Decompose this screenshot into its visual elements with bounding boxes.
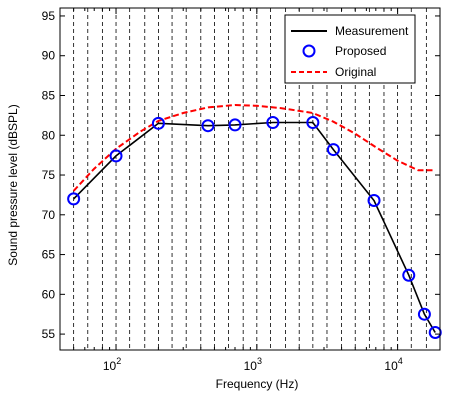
proposed-point	[201, 119, 215, 133]
y-tick-label: 55	[42, 327, 56, 341]
y-tick-label: 65	[42, 248, 56, 262]
proposed-point	[402, 268, 416, 282]
proposed-point	[367, 193, 381, 207]
proposed-point	[306, 116, 320, 130]
legend: Measurement Proposed Original	[284, 14, 416, 84]
proposed-point	[228, 118, 242, 132]
series-layer	[67, 103, 442, 340]
y-tick-label: 85	[42, 88, 56, 102]
proposed-point	[428, 326, 442, 340]
x-tick-label: 103	[244, 356, 262, 373]
series-measurement-line	[73, 121, 436, 333]
legend-original-label: Original	[335, 65, 376, 79]
x-tick-base: 10	[244, 359, 258, 373]
y-tick-label: 70	[42, 208, 56, 222]
y-tick-label: 60	[42, 287, 56, 301]
y-tick-label: 75	[42, 168, 56, 182]
y-tick-label: 90	[42, 49, 56, 63]
x-tick-base: 10	[103, 359, 117, 373]
y-axis-label: Sound pressure level (dBSPL)	[6, 104, 20, 265]
proposed-point	[151, 116, 165, 130]
proposed-point	[417, 307, 431, 321]
x-axis-label: Frequency (Hz)	[216, 377, 299, 391]
proposed-point	[67, 192, 81, 206]
x-tick-exponent: 4	[398, 356, 403, 366]
x-tick-label: 102	[103, 356, 121, 373]
legend-proposed-label: Proposed	[335, 44, 386, 58]
legend-proposed-marker	[302, 44, 316, 58]
x-tick-exponent: 3	[257, 356, 262, 366]
x-tick-label: 104	[384, 356, 402, 373]
proposed-point	[326, 143, 340, 157]
y-tick-label: 80	[42, 128, 56, 142]
x-tick-base: 10	[384, 359, 398, 373]
legend-box	[284, 14, 416, 84]
x-tick-exponent: 2	[116, 356, 121, 366]
proposed-point	[266, 116, 280, 130]
y-tick-label: 95	[42, 9, 56, 23]
legend-measurement-label: Measurement	[335, 24, 409, 38]
series-original-line	[72, 103, 434, 192]
proposed-point	[109, 149, 123, 163]
